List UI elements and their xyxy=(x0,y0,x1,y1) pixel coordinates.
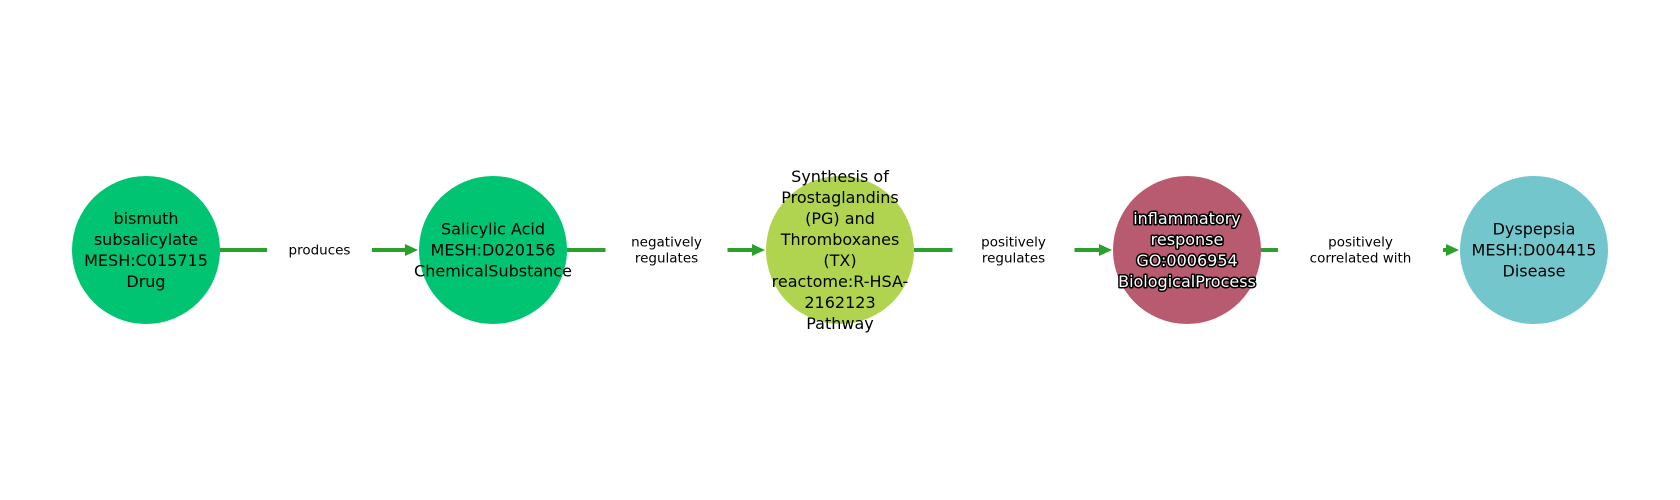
node-n5[interactable]: Dyspepsia MESH:D004415 Disease xyxy=(1460,176,1608,324)
node-label: bismuth xyxy=(113,209,178,228)
node-n3[interactable]: Synthesis of Prostaglandins (PG) and Thromb… xyxy=(766,167,914,333)
edge-label: negatively xyxy=(631,235,702,251)
node-label: response xyxy=(1151,230,1224,249)
node-label: GO:0006954 xyxy=(1136,251,1237,270)
node-label: Drug xyxy=(126,272,165,291)
node-circle[interactable] xyxy=(766,176,914,324)
node-label: MESH:C015715 xyxy=(84,251,208,270)
node-label: Pathway xyxy=(806,314,874,333)
node-circle[interactable] xyxy=(1113,176,1261,324)
node-label: (PG) and xyxy=(805,209,875,228)
node-label: 2162123 xyxy=(804,293,875,312)
edge-label: regulates xyxy=(982,251,1045,267)
node-n1[interactable]: bismuth subsalicylate MESH:C015715 Drug xyxy=(72,176,220,324)
node-label: Synthesis of xyxy=(791,167,889,186)
edge-label: produces xyxy=(289,243,351,259)
edge-label: positively xyxy=(981,235,1046,251)
node-n4[interactable]: inflammatory response GO:0006954 Biological… xyxy=(1113,176,1261,324)
edge-arrowhead xyxy=(1446,244,1459,256)
edge-arrowhead xyxy=(752,244,765,256)
node-circle[interactable] xyxy=(1460,176,1608,324)
node-label: Thromboxanes xyxy=(780,230,900,249)
node-label: Dyspepsia xyxy=(1493,220,1576,239)
edge-n1-n2: produces xyxy=(220,243,418,259)
edge-label: positively xyxy=(1328,235,1393,251)
edges-layer: produces negativelyregulatespositivelyreg… xyxy=(220,235,1459,267)
node-label: BiologicalProcess xyxy=(1118,272,1256,291)
edge-arrowhead xyxy=(1099,244,1112,256)
node-label: MESH:D004415 xyxy=(1472,241,1597,260)
node-label: subsalicylate xyxy=(94,230,198,249)
node-label: ChemicalSubstance xyxy=(414,262,572,281)
node-n2[interactable]: Salicylic Acid MESH:D020156 ChemicalSubsta… xyxy=(414,176,572,324)
node-label: reactome:R-HSA- xyxy=(772,272,909,291)
edge-label: correlated with xyxy=(1310,251,1412,267)
node-label: Prostaglandins xyxy=(781,188,898,207)
node-label: (TX) xyxy=(823,251,856,270)
node-circle[interactable] xyxy=(419,176,567,324)
node-label: Disease xyxy=(1503,262,1566,281)
edge-arrowhead xyxy=(405,244,418,256)
edge-label: regulates xyxy=(635,251,698,267)
node-label: Salicylic Acid xyxy=(441,220,545,239)
node-label: MESH:D020156 xyxy=(431,241,556,260)
node-circle[interactable] xyxy=(72,176,220,324)
nodes-layer: bismuth subsalicylate MESH:C015715 Drug Sali… xyxy=(72,167,1608,333)
node-label: inflammatory xyxy=(1133,209,1241,228)
